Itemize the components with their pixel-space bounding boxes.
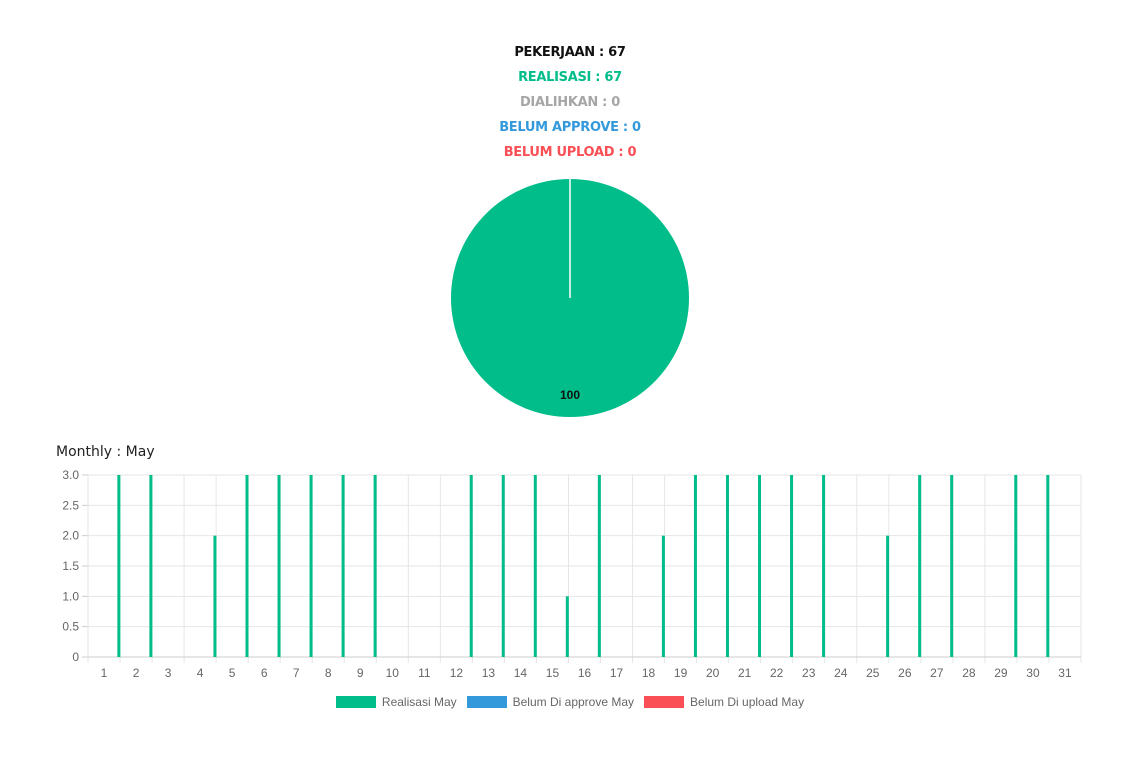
bar[interactable] (693, 475, 697, 657)
x-tick-label: 18 (642, 666, 656, 680)
bar[interactable] (1046, 475, 1050, 657)
bar[interactable] (213, 535, 217, 657)
bar[interactable] (565, 596, 569, 657)
belum-upload-count: BELUM UPLOAD : 0 (503, 145, 637, 160)
summary-stats: PEKERJAAN : 67 REALISASI : 67 DIALIHKAN … (0, 43, 1140, 168)
bar[interactable] (661, 535, 665, 657)
bar[interactable] (117, 475, 121, 657)
x-tick-label: 17 (610, 666, 624, 680)
legend-swatch (466, 696, 507, 708)
dialihkan-count: DIALIHKAN : 0 (519, 95, 621, 110)
x-tick-label: 8 (325, 666, 332, 680)
x-tick-label: 13 (482, 666, 496, 680)
x-tick-label: 15 (546, 666, 560, 680)
x-tick-label: 10 (386, 666, 400, 680)
y-tick-label: 0 (72, 650, 79, 664)
realisasi-count: REALISASI : 67 (518, 70, 622, 85)
bar[interactable] (469, 475, 473, 657)
legend-swatch (335, 696, 376, 708)
x-tick-label: 25 (866, 666, 880, 680)
bar[interactable] (1014, 475, 1018, 657)
pekerjaan-count: PEKERJAAN : 67 (514, 45, 626, 60)
x-tick-label: 6 (261, 666, 268, 680)
x-tick-label: 9 (357, 666, 364, 680)
x-tick-label: 21 (738, 666, 752, 680)
y-tick-label: 1.0 (62, 589, 79, 603)
legend-item[interactable]: Realisasi May (335, 695, 457, 709)
bar[interactable] (822, 475, 826, 657)
bar[interactable] (533, 475, 537, 657)
x-tick-label: 7 (293, 666, 300, 680)
legend-item[interactable]: Belum Di approve May (466, 695, 635, 709)
bar[interactable] (725, 475, 729, 657)
legend-swatch (644, 696, 685, 708)
monthly-chart-title: Monthly : May (56, 444, 155, 460)
bar[interactable] (309, 475, 313, 657)
bar[interactable] (950, 475, 954, 657)
y-tick-label: 1.5 (62, 559, 79, 573)
grid-lines (82, 474, 1082, 663)
x-tick-label: 11 (418, 666, 431, 680)
x-tick-label: 24 (834, 666, 848, 680)
legend-label: Belum Di approve May (512, 695, 635, 709)
x-tick-label: 27 (930, 666, 944, 680)
x-tick-label: 28 (962, 666, 976, 680)
pie-data-label: 100 (560, 388, 580, 402)
bar[interactable] (245, 475, 249, 657)
x-tick-label: 16 (578, 666, 592, 680)
legend-label: Realisasi May (381, 695, 457, 709)
monthly-bar-chart[interactable]: 00.51.01.52.02.53.01 2 3 4 5 6 7 8 9 10 11 12 13 14 15… (0, 460, 1140, 690)
x-tick-label: 1 (101, 666, 108, 680)
y-tick-label: 2.0 (62, 529, 79, 543)
x-tick-label: 5 (229, 666, 236, 680)
chart-legend: Realisasi May Belum Di approve May Belum D… (0, 695, 1140, 709)
x-tick-label: 12 (450, 666, 464, 680)
bar[interactable] (597, 475, 601, 657)
x-tick-label: 31 (1058, 666, 1072, 680)
bar[interactable] (277, 475, 281, 657)
legend-label: Belum Di upload May (690, 695, 805, 709)
x-tick-label: 19 (674, 666, 688, 680)
x-tick-label: 3 (165, 666, 172, 680)
x-tick-label: 22 (770, 666, 784, 680)
bar[interactable] (149, 475, 153, 657)
pie-chart[interactable]: 100 (445, 174, 695, 424)
bar[interactable] (790, 475, 794, 657)
bar[interactable] (501, 475, 505, 657)
y-tick-label: 2.5 (62, 498, 79, 512)
x-tick-label: 14 (514, 666, 528, 680)
bar[interactable] (758, 475, 761, 657)
bar[interactable] (886, 535, 890, 657)
y-tick-label: 3.0 (62, 468, 79, 482)
bar[interactable] (918, 475, 922, 657)
x-tick-label: 29 (994, 666, 1008, 680)
bar[interactable] (373, 475, 377, 657)
x-tick-label: 4 (197, 666, 204, 680)
x-tick-label: 2 (133, 666, 140, 680)
x-tick-label: 30 (1026, 666, 1040, 680)
x-tick-label: 20 (706, 666, 720, 680)
y-tick-label: 0.5 (62, 620, 79, 634)
belum-approve-count: BELUM APPROVE : 0 (499, 120, 641, 135)
x-tick-label: 23 (802, 666, 816, 680)
bar[interactable] (341, 475, 345, 657)
legend-item[interactable]: Belum Di upload May (644, 695, 804, 709)
x-tick-label: 26 (898, 666, 912, 680)
